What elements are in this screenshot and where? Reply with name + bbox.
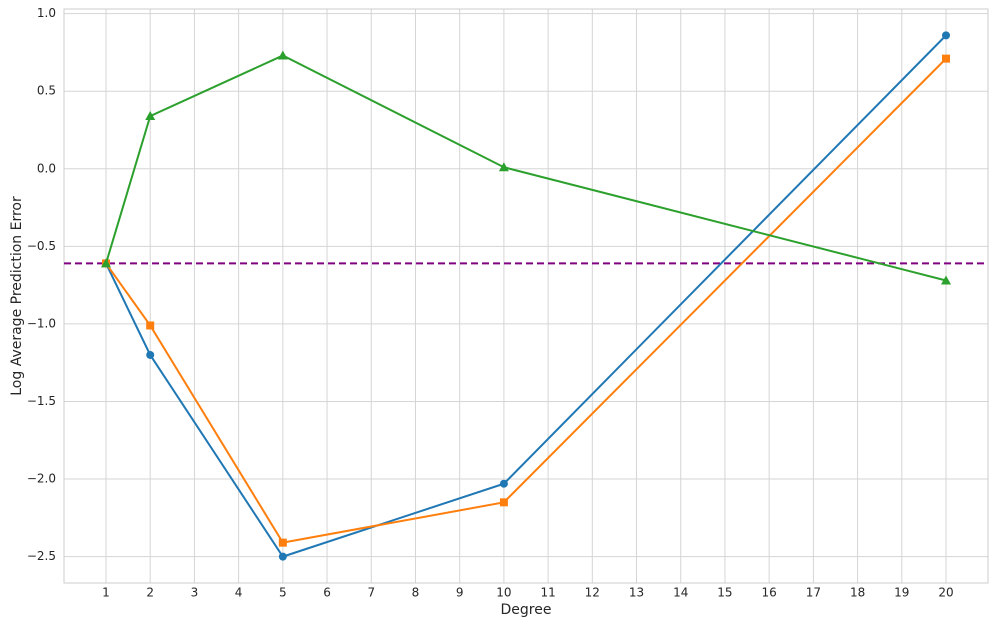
y-tick-label: −2.5 xyxy=(27,549,56,563)
x-tick-label: 15 xyxy=(717,586,732,600)
x-tick-label: 10 xyxy=(496,586,511,600)
marker xyxy=(278,538,287,547)
x-tick-label: 4 xyxy=(235,586,243,600)
marker xyxy=(499,479,508,488)
x-tick-label: 13 xyxy=(629,586,644,600)
y-tick-label: 0.5 xyxy=(37,84,56,98)
marker xyxy=(942,54,950,63)
marker xyxy=(499,498,508,507)
x-tick-label: 14 xyxy=(673,586,688,600)
x-tick-label: 2 xyxy=(146,586,154,600)
x-tick-label: 9 xyxy=(456,586,464,600)
x-tick-label: 12 xyxy=(585,586,600,600)
x-tick-label: 11 xyxy=(540,586,555,600)
series-line xyxy=(105,34,947,558)
y-tick-label: −1.5 xyxy=(27,394,56,408)
x-tick-label: 17 xyxy=(806,586,821,600)
y-tick-label: −0.5 xyxy=(27,239,56,253)
x-tick-label: 3 xyxy=(191,586,199,600)
marker xyxy=(498,162,509,172)
marker xyxy=(941,275,951,285)
y-tick-label: 0.0 xyxy=(37,161,56,175)
x-tick-label: 18 xyxy=(850,586,865,600)
y-tick-label: 1.0 xyxy=(37,6,56,20)
x-tick-label: 6 xyxy=(323,586,331,600)
y-axis-label: Log Average Prediction Error xyxy=(9,196,25,396)
x-tick-label: 1 xyxy=(102,586,110,600)
marker xyxy=(146,321,155,330)
x-tick-label: 20 xyxy=(938,586,953,600)
marker xyxy=(145,111,156,121)
y-tick-label: −1.0 xyxy=(27,316,56,330)
x-tick-label: 19 xyxy=(894,586,909,600)
series-line xyxy=(105,57,947,544)
x-tick-label: 16 xyxy=(762,586,777,600)
marker xyxy=(101,258,111,268)
x-tick-label: 7 xyxy=(367,586,375,600)
plot-frame xyxy=(63,8,989,584)
y-tick-label: −2.0 xyxy=(27,472,56,486)
marker xyxy=(278,552,287,561)
x-tick-label: 5 xyxy=(279,586,287,600)
marker xyxy=(146,350,155,359)
marker xyxy=(942,31,950,40)
marker xyxy=(277,50,288,60)
x-tick-label: 8 xyxy=(412,586,420,600)
x-axis-label: Degree xyxy=(501,602,552,618)
